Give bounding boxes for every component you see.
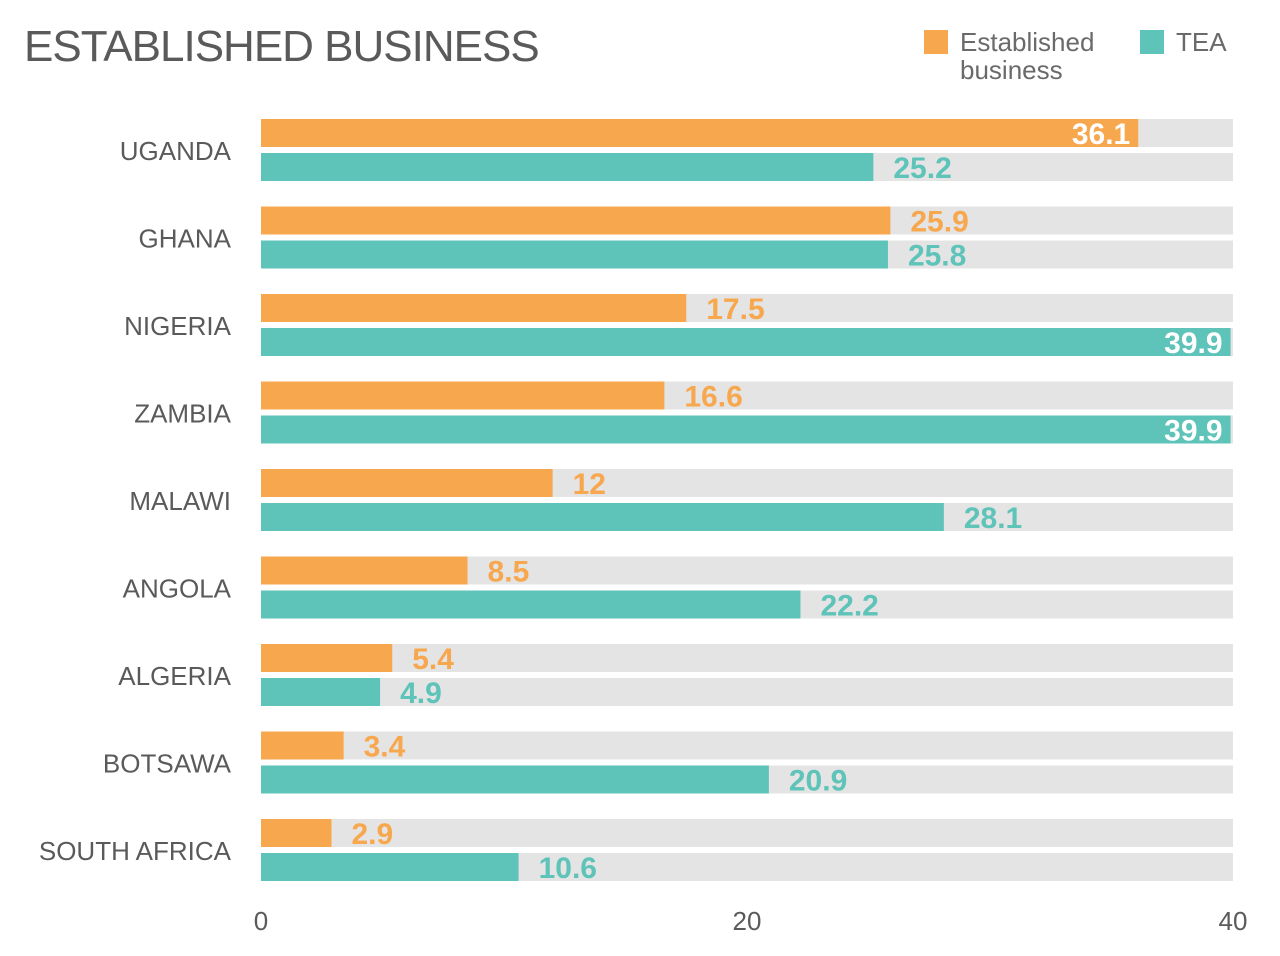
value-label-tea-uganda: 25.2 (893, 152, 951, 185)
value-label-established-angola: 8.5 (488, 556, 530, 589)
value-label-established-zambia: 16.6 (684, 381, 742, 414)
category-label-zambia: ZAMBIA (134, 399, 231, 429)
value-label-tea-botsawa: 20.9 (789, 765, 847, 798)
value-label-tea-algeria: 4.9 (400, 677, 442, 710)
bar-established-botsawa (261, 731, 344, 760)
bar-established-south-africa (261, 819, 332, 847)
legend-swatch-tea (1140, 30, 1164, 54)
bar-tea-south-africa (261, 853, 519, 881)
category-label-botsawa: BOTSAWA (103, 749, 232, 779)
bar-track-established-botsawa (261, 731, 1233, 760)
bar-established-malawi (261, 469, 553, 497)
bar-track-established-algeria (261, 644, 1233, 672)
legend: Established business TEA (924, 28, 1254, 98)
legend-item-established: Established business (924, 28, 1110, 84)
value-label-established-algeria: 5.4 (412, 643, 454, 676)
bar-established-nigeria (261, 294, 687, 322)
value-label-tea-south-africa: 10.6 (539, 852, 597, 885)
bar-established-ghana (261, 206, 891, 235)
bar-track-established-south-africa (261, 819, 1233, 847)
bar-tea-uganda (261, 153, 874, 181)
category-label-angola: ANGOLA (123, 574, 232, 604)
value-label-established-nigeria: 17.5 (706, 293, 764, 326)
bar-tea-zambia (261, 415, 1231, 444)
bar-tea-botsawa (261, 765, 769, 794)
x-tick-label-40: 40 (1219, 906, 1248, 936)
value-label-established-botsawa: 3.4 (364, 731, 406, 764)
legend-item-tea: TEA (1140, 28, 1256, 56)
value-label-established-malawi: 12 (573, 468, 606, 501)
bar-established-angola (261, 556, 468, 585)
bar-track-tea-algeria (261, 678, 1233, 706)
category-label-algeria: ALGERIA (118, 661, 231, 691)
category-label-uganda: UGANDA (120, 136, 232, 166)
bar-established-uganda (261, 119, 1139, 147)
category-label-malawi: MALAWI (129, 486, 231, 516)
value-label-tea-ghana: 25.8 (908, 240, 966, 273)
value-label-tea-nigeria: 39.9 (1164, 327, 1222, 360)
bar-tea-malawi (261, 503, 944, 531)
bar-tea-angola (261, 590, 801, 619)
chart-title: ESTABLISHED BUSINESS (24, 22, 540, 71)
value-label-tea-zambia: 39.9 (1164, 415, 1222, 448)
value-label-tea-malawi: 28.1 (964, 502, 1022, 535)
value-label-established-uganda: 36.1 (1072, 118, 1130, 151)
bar-tea-algeria (261, 678, 381, 706)
legend-label-tea: TEA (1176, 27, 1227, 57)
x-tick-label-0: 0 (254, 906, 268, 936)
value-label-established-south-africa: 2.9 (351, 818, 393, 851)
category-label-nigeria: NIGERIA (124, 311, 232, 341)
legend-label-established: Established business (960, 27, 1095, 85)
bar-established-algeria (261, 644, 393, 672)
legend-swatch-established (924, 30, 948, 54)
value-label-tea-angola: 22.2 (820, 590, 878, 623)
category-label-south-africa: SOUTH AFRICA (39, 836, 232, 866)
value-label-established-ghana: 25.9 (910, 206, 968, 239)
bar-tea-ghana (261, 240, 888, 269)
category-label-ghana: GHANA (139, 224, 232, 254)
bar-tea-nigeria (261, 328, 1231, 356)
bar-established-zambia (261, 381, 665, 410)
x-tick-label-20: 20 (733, 906, 762, 936)
